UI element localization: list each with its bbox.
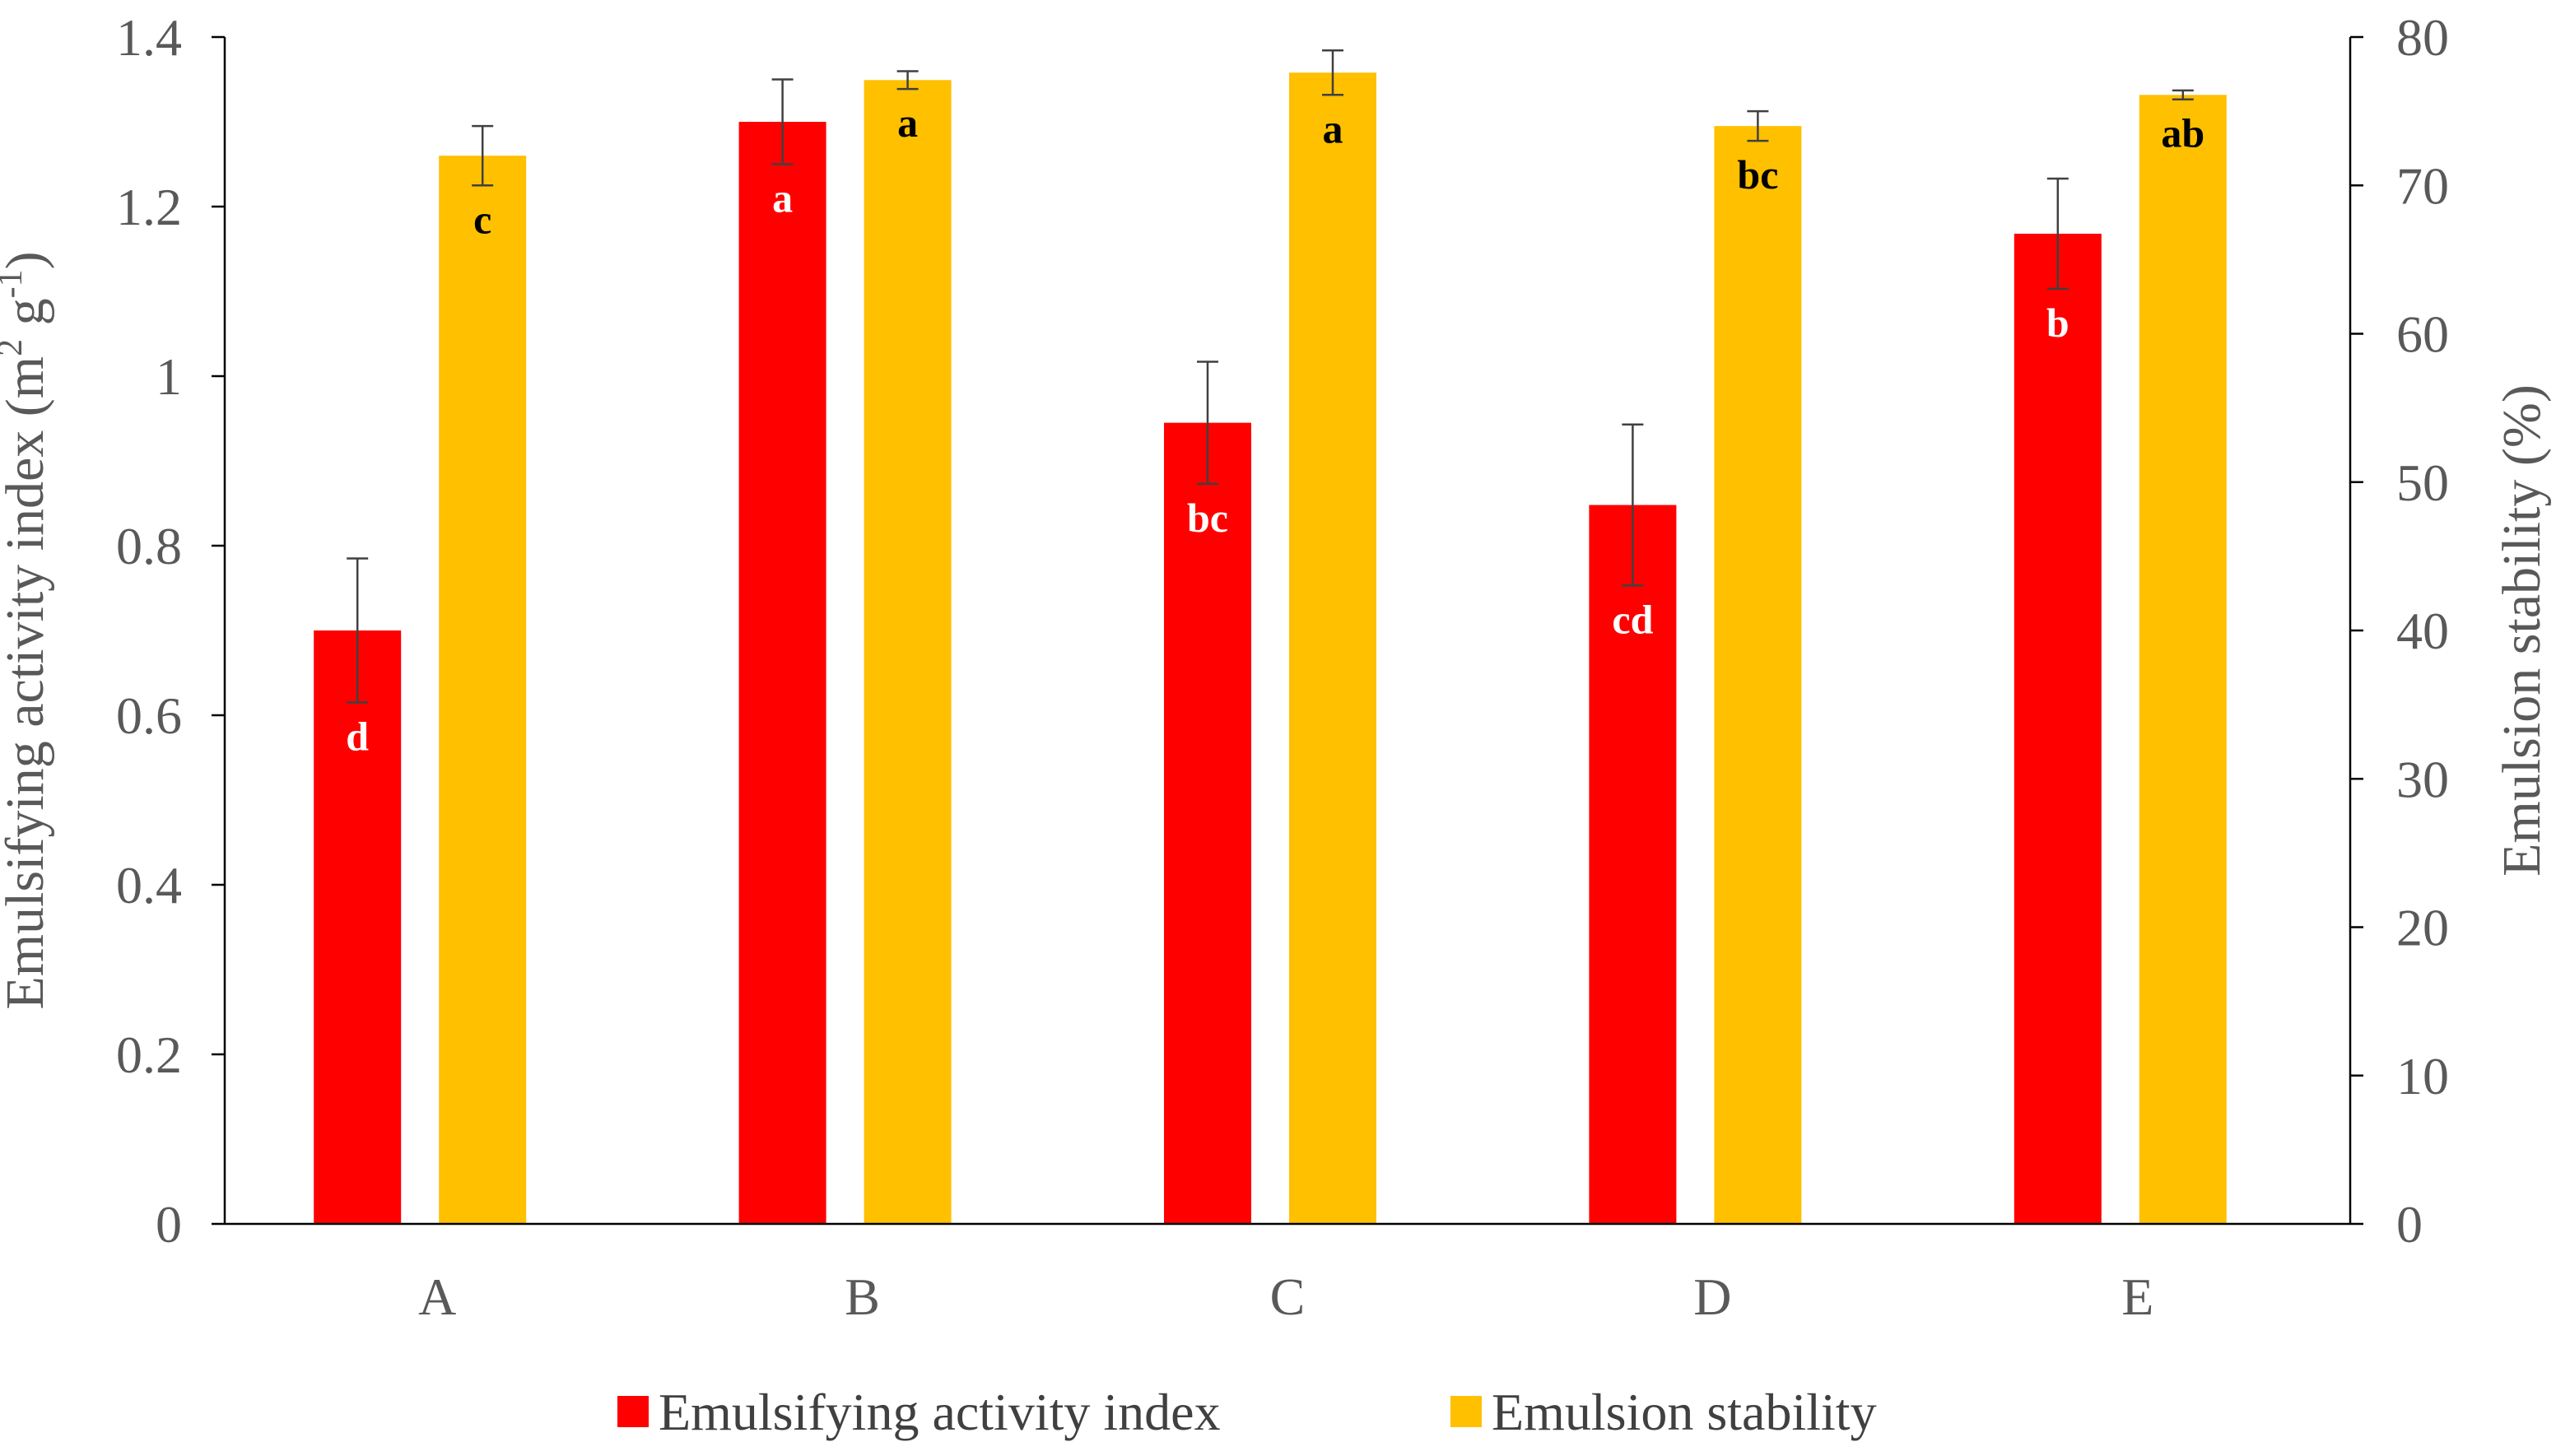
right-y-tick-label: 60 <box>2396 305 2449 364</box>
right-y-tick-label: 80 <box>2396 8 2449 67</box>
legend-swatch-emulsion-stability <box>1450 1396 1482 1427</box>
right-y-tick-label: 20 <box>2396 899 2449 957</box>
significance-letter-emulsion-stability-D: bc <box>1737 151 1778 198</box>
x-category-label-E: E <box>2121 1268 2153 1326</box>
bar-emulsifying-activity-index-B <box>738 122 826 1224</box>
left-y-axis-title-sup2: -1 <box>0 269 30 298</box>
bar-emulsion-stability-E <box>2139 95 2227 1225</box>
right-y-tick-label: 40 <box>2396 602 2449 660</box>
right-y-tick-label: 0 <box>2396 1195 2423 1254</box>
right-y-axis-title: Emulsion stability (%) <box>2492 384 2552 877</box>
left-y-tick-label: 0.8 <box>116 517 182 575</box>
bar-emulsifying-activity-index-C <box>1164 422 1251 1224</box>
right-y-ticks: 0 10 20 30 40 50 60 70 80 <box>2350 8 2449 1254</box>
left-y-tick-label: 0 <box>156 1195 182 1254</box>
significance-letter-emulsifying-activity-index-E: b <box>2046 300 2069 346</box>
x-category-label-C: C <box>1270 1268 1306 1326</box>
left-y-tick-label: 1.4 <box>116 8 182 67</box>
significance-letter-emulsion-stability-B: a <box>897 100 918 146</box>
legend-label-emulsion-stability: Emulsion stability <box>1492 1383 1877 1441</box>
x-category-label-D: D <box>1693 1268 1731 1326</box>
left-y-tick-label: 1 <box>156 347 182 406</box>
right-y-tick-label: 30 <box>2396 750 2449 808</box>
bar-emulsifying-activity-index-E <box>2014 233 2102 1225</box>
left-y-tick-label: 0.4 <box>116 856 182 914</box>
bar-emulsion-stability-D <box>1714 126 1802 1224</box>
significance-letter-emulsion-stability-C: a <box>1323 105 1343 151</box>
right-y-tick-label: 70 <box>2396 156 2449 215</box>
right-y-tick-label: 10 <box>2396 1047 2449 1105</box>
bar-emulsifying-activity-index-D <box>1589 505 1677 1224</box>
left-y-axis-title-part2: g <box>0 298 55 339</box>
legend-swatch-emulsifying-activity-index <box>617 1396 649 1427</box>
bar-emulsifying-activity-index-A <box>314 630 402 1224</box>
x-category-label-A: A <box>418 1268 456 1326</box>
significance-letter-emulsifying-activity-index-C: bc <box>1187 495 1228 541</box>
significance-letter-emulsifying-activity-index-A: d <box>346 714 369 760</box>
x-category-labels: A B C D E <box>418 1268 2153 1326</box>
significance-letter-emulsion-stability-E: ab <box>2161 110 2204 156</box>
bars-layer <box>314 72 2227 1225</box>
significance-letter-emulsifying-activity-index-D: cd <box>1612 596 1653 642</box>
left-y-axis-title-part1: Emulsifying activity index (m <box>0 356 55 1010</box>
bar-emulsion-stability-B <box>864 80 952 1225</box>
left-y-tick-label: 1.2 <box>116 178 182 236</box>
left-y-axis-title-part3: ) <box>0 251 55 269</box>
legend: Emulsifying activity index Emulsion stab… <box>617 1383 1877 1441</box>
left-y-axis-title-sup1: 2 <box>0 339 30 356</box>
legend-label-emulsifying-activity-index: Emulsifying activity index <box>659 1383 1221 1441</box>
significance-letter-emulsion-stability-A: c <box>473 196 491 242</box>
significance-letter-emulsifying-activity-index-B: a <box>772 175 793 221</box>
left-y-axis-title: Emulsifying activity index (m2 g-1) <box>0 251 55 1009</box>
error-bars-layer <box>347 49 2194 704</box>
bar-emulsion-stability-C <box>1289 72 1376 1224</box>
left-y-tick-label: 0.6 <box>116 686 182 745</box>
left-y-tick-label: 0.2 <box>116 1026 182 1084</box>
x-category-label-B: B <box>845 1268 880 1326</box>
right-y-tick-label: 50 <box>2396 454 2449 512</box>
left-y-ticks: 0 0.2 0.4 0.6 0.8 1 1.2 1.4 <box>116 8 225 1254</box>
bar-emulsion-stability-A <box>439 156 527 1225</box>
